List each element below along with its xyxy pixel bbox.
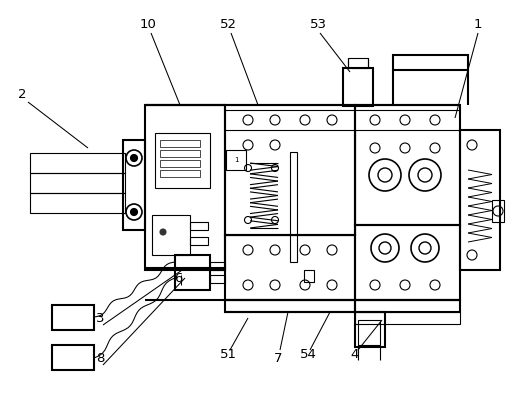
- Bar: [304, 270, 314, 282]
- Text: 8: 8: [96, 351, 104, 364]
- Bar: [355, 300, 460, 312]
- Bar: [155, 133, 210, 188]
- Circle shape: [130, 208, 138, 216]
- Text: 51: 51: [219, 349, 236, 362]
- Text: 7: 7: [274, 351, 282, 364]
- Bar: [190, 222, 208, 230]
- Bar: [226, 150, 246, 170]
- Circle shape: [130, 154, 138, 162]
- Bar: [160, 170, 200, 177]
- Bar: [358, 320, 380, 345]
- Bar: [190, 237, 208, 245]
- Bar: [52, 345, 94, 370]
- Bar: [152, 215, 190, 255]
- Bar: [160, 140, 200, 147]
- Bar: [30, 193, 125, 213]
- Bar: [145, 105, 225, 270]
- Bar: [160, 150, 200, 157]
- Text: 10: 10: [140, 19, 157, 31]
- Bar: [225, 105, 355, 235]
- Text: 52: 52: [219, 19, 236, 31]
- Text: 53: 53: [310, 19, 327, 31]
- Text: 3: 3: [96, 312, 104, 324]
- Bar: [343, 68, 373, 106]
- Bar: [52, 305, 94, 330]
- Text: 1: 1: [474, 19, 482, 31]
- Bar: [210, 275, 225, 283]
- Bar: [355, 312, 385, 347]
- Bar: [393, 55, 468, 70]
- Bar: [348, 58, 368, 68]
- Bar: [123, 140, 145, 230]
- Bar: [30, 173, 125, 193]
- Bar: [290, 152, 297, 262]
- Bar: [492, 200, 504, 222]
- Text: 1: 1: [234, 157, 238, 163]
- Text: 2: 2: [18, 89, 26, 102]
- Bar: [225, 235, 355, 300]
- Text: 6: 6: [174, 272, 182, 285]
- Bar: [355, 105, 460, 225]
- Bar: [160, 160, 200, 167]
- Text: 4: 4: [351, 349, 359, 362]
- Bar: [460, 130, 500, 270]
- Bar: [355, 312, 460, 324]
- Bar: [30, 153, 125, 173]
- Bar: [355, 225, 460, 300]
- Bar: [225, 300, 355, 312]
- Bar: [210, 262, 225, 270]
- Circle shape: [160, 229, 166, 235]
- Text: 54: 54: [300, 349, 316, 362]
- Bar: [175, 255, 210, 290]
